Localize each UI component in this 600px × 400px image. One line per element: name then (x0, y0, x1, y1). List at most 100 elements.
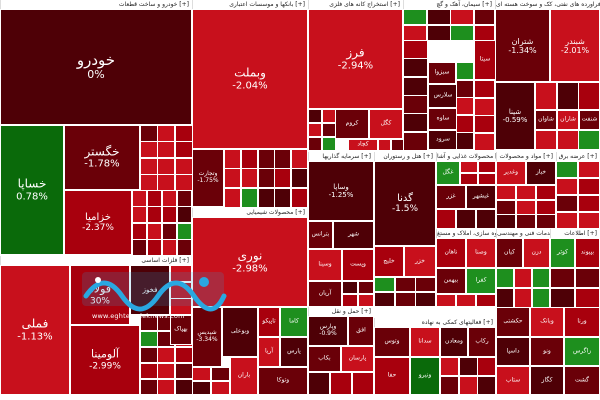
tile-minor[interactable] (157, 174, 175, 191)
tile-shaspa[interactable]: شاوان (535, 110, 557, 130)
tile-setab[interactable]: ستاب (496, 366, 530, 395)
tile-minor[interactable] (258, 188, 275, 208)
tile-sasouf[interactable]: ساوه (428, 108, 458, 130)
tile-shepana[interactable]: شپنا -0.59% (495, 82, 535, 150)
tile-arya[interactable]: آریا (258, 337, 280, 367)
tile-harlan[interactable]: آریان (308, 281, 342, 307)
tile-minor[interactable] (322, 137, 336, 151)
tile-minor[interactable] (162, 223, 177, 240)
tile-minor[interactable] (291, 188, 308, 208)
tile-minor[interactable] (535, 82, 557, 110)
tile-minor[interactable] (460, 173, 478, 185)
tile-vano[interactable]: ونو (530, 337, 564, 366)
tile-minor[interactable] (403, 9, 427, 25)
tile-minor[interactable] (140, 158, 158, 175)
tile-kechad[interactable]: کچاد (348, 139, 378, 151)
tile-vabank[interactable]: وبانک (530, 307, 564, 337)
tile-fars[interactable]: فرز -2.94% (308, 9, 403, 109)
tile-khazar[interactable]: خزر (404, 246, 436, 277)
tile-minor[interactable] (456, 62, 474, 80)
tile-minor[interactable] (550, 268, 575, 288)
tile-minor[interactable] (175, 363, 193, 379)
tile-minor[interactable] (192, 381, 211, 395)
tile-minor[interactable] (308, 123, 322, 137)
tile-minor[interactable] (132, 206, 147, 223)
tile-minor[interactable] (177, 190, 192, 207)
tile-kehrom[interactable]: کروم (335, 109, 369, 139)
tile-minor[interactable] (177, 206, 192, 223)
tile-gesht[interactable]: گشت (564, 366, 600, 395)
tile-ofogh[interactable]: افق (348, 316, 374, 346)
tile-minor[interactable] (308, 137, 322, 151)
tile-minor[interactable] (415, 277, 436, 292)
tile-minor[interactable] (147, 223, 162, 240)
tile-minor[interactable] (241, 168, 258, 188)
tile-minor[interactable] (177, 223, 192, 240)
tile-minor[interactable] (140, 379, 158, 395)
tile-vasat[interactable]: وصنا (466, 238, 496, 268)
tile-minor[interactable] (211, 367, 230, 381)
group-header-g7[interactable]: فلزات اساسی [+] (0, 256, 192, 265)
tile-minor[interactable] (578, 161, 600, 178)
tile-nouri[interactable]: نوری -2.98% (192, 217, 308, 307)
tile-vamad[interactable]: ومعادن (440, 327, 468, 357)
tile-minor[interactable] (478, 173, 496, 185)
tile-bekab[interactable]: بکاب (308, 346, 341, 372)
tile-ghegol[interactable]: غگل (436, 161, 460, 185)
tile-minor[interactable] (132, 190, 147, 207)
tile-shetran[interactable]: شتران -1.34% (495, 9, 550, 82)
tile-minor[interactable] (162, 190, 177, 207)
tile-khabaz[interactable]: خباز (526, 161, 556, 185)
group-header-g5[interactable]: فراورده های نفتی، کک و سوخت هسته ای [+] (495, 0, 600, 9)
tile-minor[interactable] (140, 141, 158, 158)
tile-minor[interactable] (241, 188, 258, 208)
tile-vatalan[interactable]: وتوکا (258, 367, 308, 395)
tile-sitran[interactable]: سیتا (474, 40, 496, 80)
tile-minor[interactable] (147, 190, 162, 207)
tile-minor[interactable] (557, 130, 579, 150)
tile-minor[interactable] (140, 125, 158, 142)
tile-minor[interactable] (474, 115, 495, 133)
tile-minor[interactable] (450, 9, 474, 25)
tile-minor[interactable] (460, 161, 478, 173)
tile-minor[interactable] (162, 206, 177, 223)
tile-minor[interactable] (578, 195, 600, 212)
tile-minor[interactable] (459, 376, 478, 395)
tile-minor[interactable] (478, 161, 496, 173)
tile-minor[interactable] (440, 357, 459, 376)
tile-vaney[interactable]: ونیرو (410, 357, 440, 395)
tile-minor[interactable] (241, 149, 258, 169)
tile-minor[interactable] (578, 82, 600, 110)
tile-minor[interactable] (474, 25, 495, 41)
tile-minor[interactable] (575, 288, 600, 308)
group-header-g15[interactable]: خدمات فنی و مهندسی [+] (496, 229, 550, 238)
tile-nahan[interactable]: ناهان (436, 238, 466, 268)
group-header-g1[interactable]: خودرو و ساخت قطعات [+] (0, 0, 192, 9)
tile-bebahman[interactable]: ببهمن (436, 268, 466, 294)
tile-minor[interactable] (535, 130, 557, 150)
tile-vabmellat[interactable]: وبملت -2.04% (192, 9, 308, 149)
tile-minor[interactable] (403, 25, 427, 41)
tile-minor[interactable] (175, 125, 193, 142)
tile-alumina[interactable]: آلومینا -2.99% (70, 325, 140, 395)
tile-minor[interactable] (175, 379, 193, 395)
tile-minor[interactable] (157, 363, 175, 379)
tile-minor[interactable] (175, 174, 193, 191)
tile-minor[interactable] (476, 294, 496, 307)
tile-minor[interactable] (132, 223, 147, 240)
tile-kegaz[interactable]: کگاز (530, 366, 564, 395)
group-header-g13[interactable]: فعالیتهای کمکی به نهاده [+] (374, 318, 496, 327)
tile-minor[interactable] (330, 372, 352, 395)
group-header-g3[interactable]: استخراج کانه های فلزی [+] (308, 0, 403, 9)
group-header-g6[interactable]: محصولات شیمیایی [+] (192, 208, 308, 217)
tile-seloranb[interactable]: سلارس (428, 84, 458, 108)
tile-shahr[interactable]: شهر (333, 221, 374, 249)
group-header-g14[interactable]: اطلاعات [+] (550, 229, 600, 238)
tile-minor[interactable] (496, 200, 516, 215)
group-header-g8[interactable]: سرمایه گذاریها [+] (308, 152, 374, 161)
tile-minor[interactable] (358, 281, 374, 294)
tile-minor[interactable] (415, 292, 436, 307)
tile-sarood[interactable]: سرود (428, 130, 458, 150)
tile-minor[interactable] (374, 277, 395, 292)
tile-minor[interactable] (403, 77, 428, 96)
